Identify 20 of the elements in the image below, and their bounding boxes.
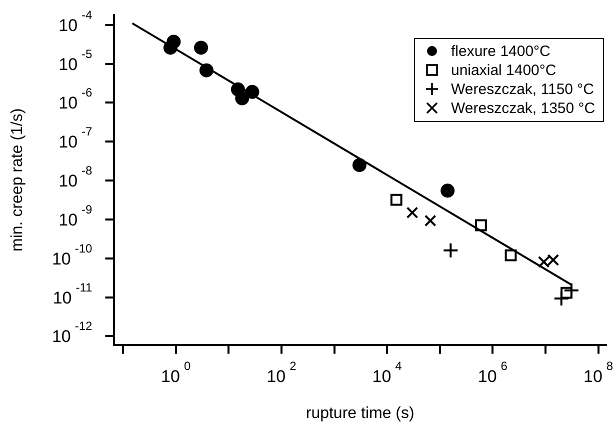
y-tick-label: 10-10 [52, 241, 93, 268]
y-axis-title: min. creep rate (1/s) [9, 108, 26, 252]
legend-label: Wereszczak, 1350 °C [451, 100, 596, 117]
legend-label: flexure 1400°C [451, 43, 550, 60]
x-tick-label: 106 [478, 358, 508, 386]
y-tick-label: 10-12 [52, 319, 93, 346]
y-tick-label: 10-8 [58, 164, 93, 191]
y-tick-label: 10-5 [58, 46, 93, 74]
x-tick-label: 102 [266, 358, 297, 386]
x-axis-title: rupture time (s) [306, 404, 414, 422]
y-tick-label: 10-4 [58, 8, 93, 35]
y-tick-label: 10-6 [58, 86, 93, 113]
legend-label: uniaxial 1400°C [451, 62, 556, 79]
y-tick-label: 10-11 [52, 280, 93, 308]
y-tick-label: 10-9 [58, 202, 93, 230]
x-tick-label: 108 [583, 358, 614, 386]
legend-label: Wereszczak, 1150 °C [451, 81, 594, 98]
x-tick-label: 104 [372, 358, 402, 386]
y-tick-label: 10-7 [58, 124, 93, 152]
x-tick-label: 100 [161, 358, 191, 386]
